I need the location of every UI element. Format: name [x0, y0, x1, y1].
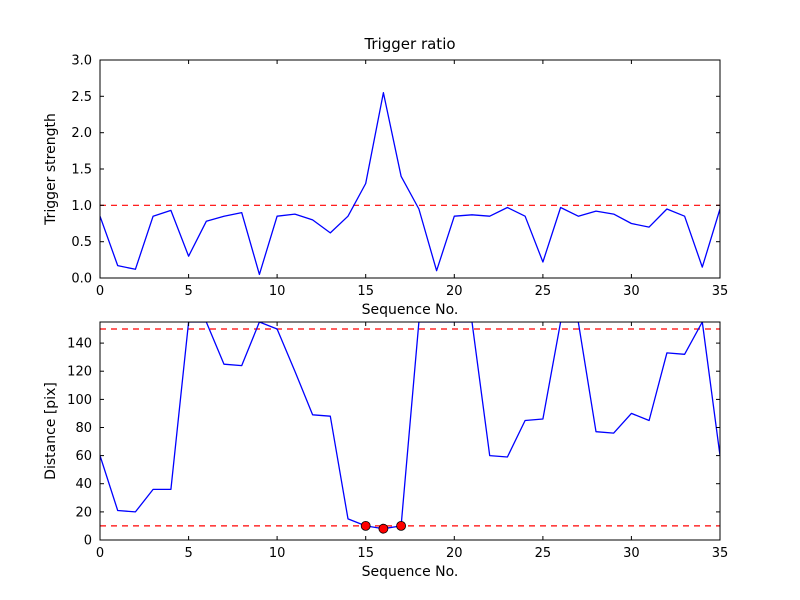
x-tick-label: 5 [184, 284, 192, 299]
x-tick-label: 35 [712, 284, 729, 299]
distance-line [100, 322, 720, 530]
x-axis-label: Sequence No. [362, 564, 459, 580]
y-tick-label: 140 [67, 337, 92, 352]
y-axis-label: Distance [pix] [43, 382, 59, 480]
distance-chart: 0 5 10 15 20 25 30 35 0 20 40 60 80 100 120 140 Sequence… [43, 321, 729, 580]
y-tick-label: 20 [75, 505, 92, 520]
y-tick-label: 1.5 [71, 163, 92, 178]
y-axis-label: Trigger strength [43, 113, 59, 226]
x-tick-label: 15 [357, 284, 374, 299]
x-tick-label: 5 [184, 546, 192, 561]
x-tick-label: 35 [712, 546, 729, 561]
detection-marker [396, 521, 407, 531]
y-tick-label: 100 [67, 393, 92, 408]
x-tick-label: 20 [446, 284, 463, 299]
y-tick-label: 80 [75, 421, 92, 436]
detection-marker [378, 523, 389, 534]
x-tick-label: 30 [623, 284, 640, 299]
x-tick-label: 25 [535, 546, 552, 561]
axes-frame [99, 321, 721, 541]
x-tick-label: 30 [623, 546, 640, 561]
x-tick-label: 20 [446, 546, 463, 561]
detection-marker [360, 521, 371, 531]
x-tick-label: 0 [96, 546, 104, 561]
y-tick-label: 60 [75, 449, 92, 464]
y-tick-label: 0.0 [71, 272, 92, 287]
x-tick-label: 10 [269, 546, 286, 561]
chart-title: Trigger ratio [363, 35, 455, 53]
y-tick-label: 120 [67, 365, 92, 380]
y-tick-label: 0.5 [71, 235, 92, 250]
x-axis-label: Sequence No. [362, 302, 459, 318]
y-tick-label: 2.5 [71, 90, 92, 105]
x-tick-label: 10 [269, 284, 286, 299]
trigger-ratio-chart: 0 5 10 15 20 25 30 35 0.0 0.5 1.0 1.5 2.0 2.5 3.0 Trigg… [43, 35, 728, 318]
y-tick-label: 2.0 [71, 126, 92, 141]
trigger-strength-line [100, 92, 720, 276]
y-tick-label: 0 [84, 534, 92, 549]
x-tick-label: 0 [96, 284, 104, 299]
y-tick-label: 40 [75, 477, 92, 492]
x-tick-label: 25 [535, 284, 552, 299]
y-tick-label: 3.0 [71, 54, 92, 69]
axes-frame [99, 59, 721, 279]
y-tick-label: 1.0 [71, 199, 92, 214]
x-tick-label: 15 [357, 546, 374, 561]
